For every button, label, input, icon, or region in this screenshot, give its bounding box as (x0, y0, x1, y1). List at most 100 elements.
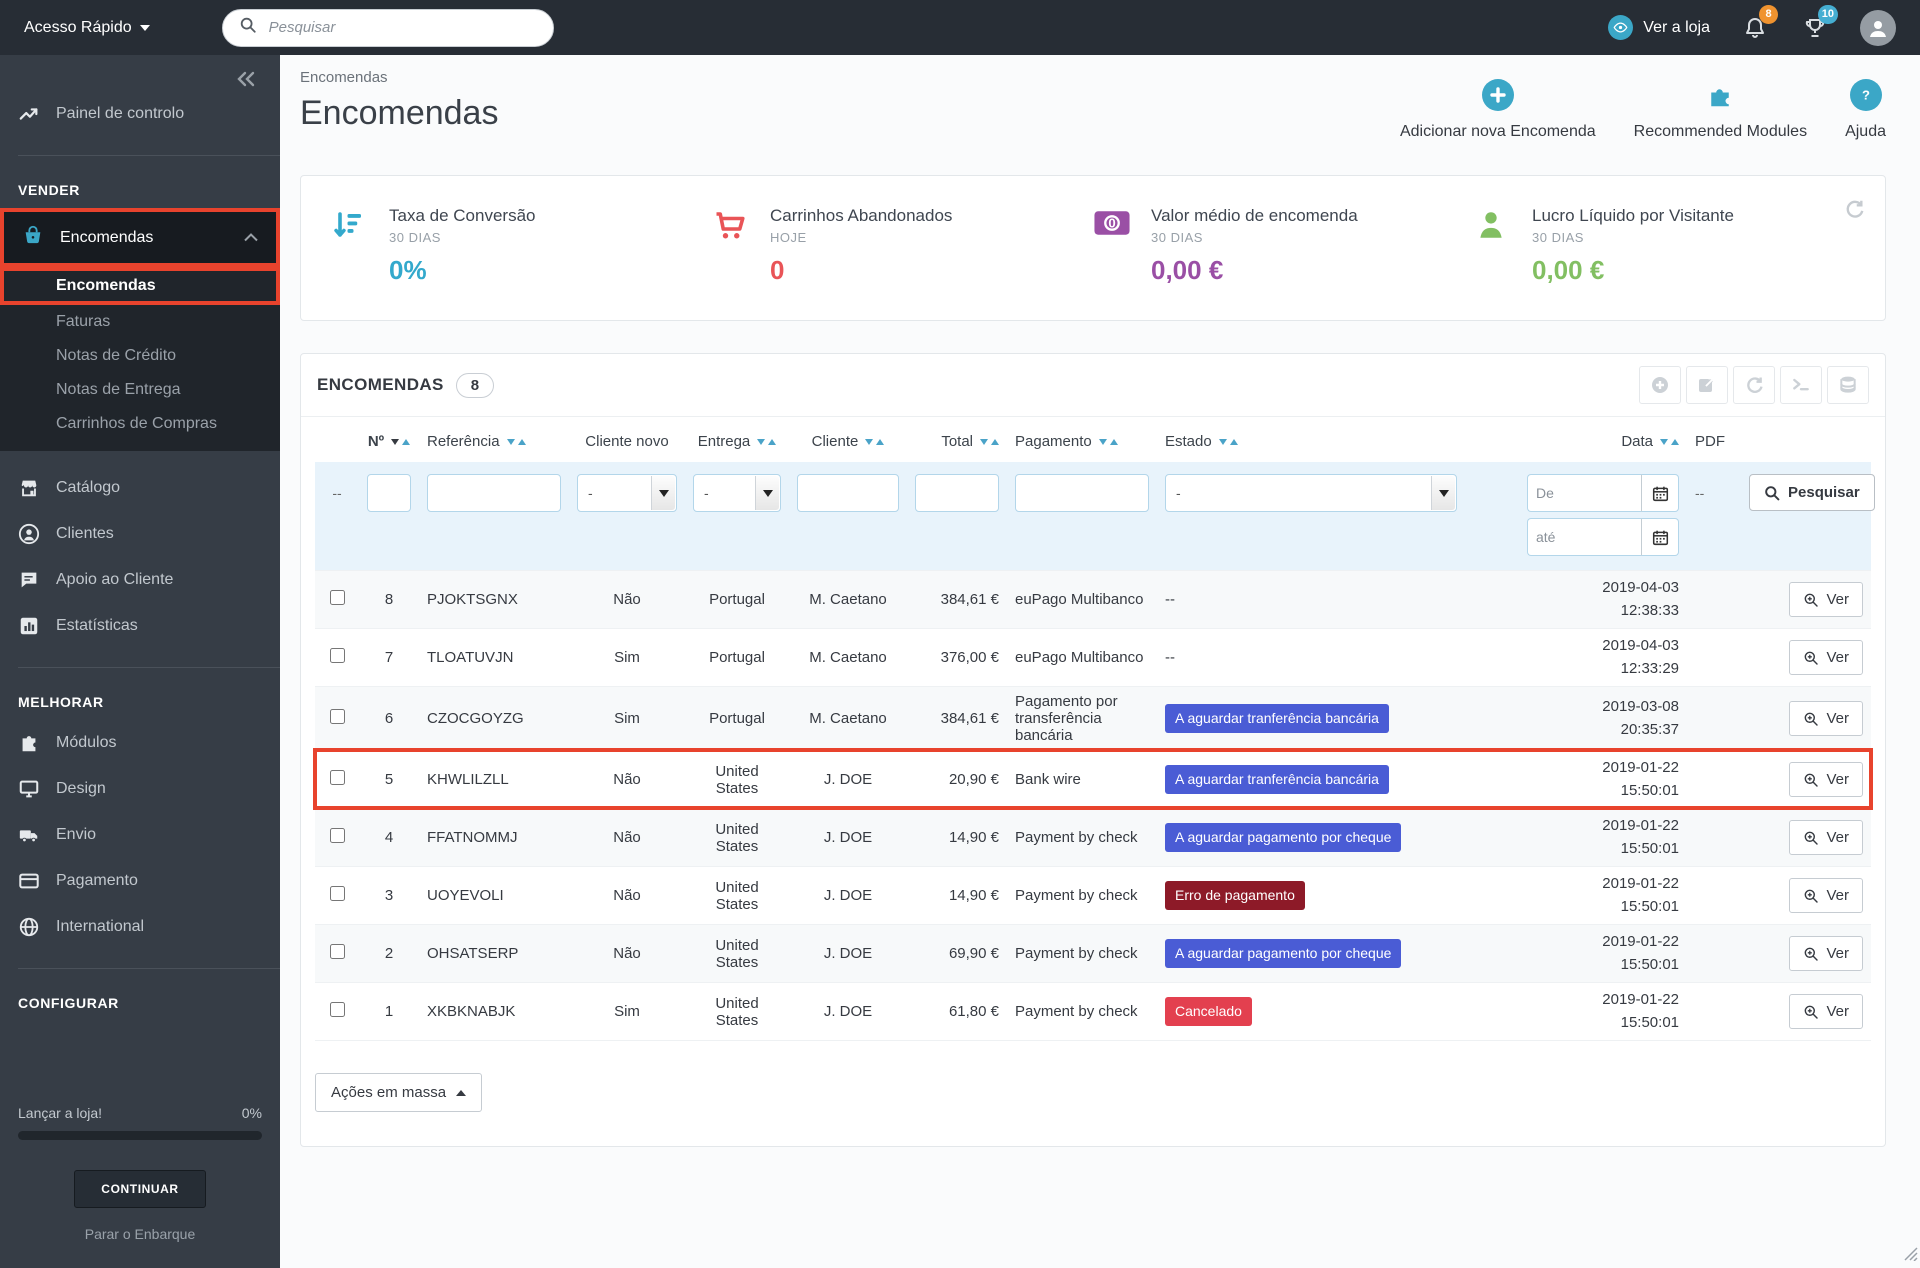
filter-payment-input[interactable] (1015, 474, 1149, 512)
order-payment: Payment by check (1007, 1003, 1157, 1020)
row-checkbox[interactable] (330, 944, 345, 959)
submenu-item-credit-slips[interactable]: Notas de Crédito (0, 339, 280, 373)
sort-asc-icon[interactable] (1230, 439, 1238, 445)
order-row[interactable]: 8 PJOKTSGNX Não Portugal M. Caetano 384,… (315, 570, 1871, 628)
order-new-customer: Não (569, 887, 685, 904)
submenu-item-delivery-slips[interactable]: Notas de Entrega (0, 373, 280, 407)
order-row[interactable]: 1 XKBKNABJK Sim United States J. DOE 61,… (315, 982, 1871, 1041)
calendar-button[interactable] (1641, 474, 1679, 512)
filter-date-from-input[interactable] (1527, 474, 1641, 512)
row-checkbox[interactable] (330, 709, 345, 724)
filter-customer-input[interactable] (797, 474, 899, 512)
resize-grip[interactable] (1904, 1247, 1918, 1266)
row-checkbox[interactable] (330, 648, 345, 663)
view-label: Ver (1826, 591, 1849, 608)
notifications-button[interactable]: 8 (1740, 13, 1770, 43)
stop-onboarding-link[interactable]: Parar o Enbarque (0, 1226, 280, 1242)
filter-total-input[interactable] (915, 474, 999, 512)
refresh-kpi-button[interactable] (1843, 198, 1865, 225)
recommended-modules-button[interactable]: Recommended Modules (1634, 79, 1807, 141)
sidebar-item-orders[interactable]: Encomendas (0, 208, 280, 267)
row-checkbox[interactable] (330, 1002, 345, 1017)
continue-button[interactable]: CONTINUAR (74, 1170, 205, 1208)
sort-asc-icon[interactable] (518, 439, 526, 445)
order-customer: J. DOE (789, 829, 907, 846)
table-search-button[interactable]: Pesquisar (1749, 474, 1875, 511)
sort-asc-icon[interactable] (1110, 439, 1118, 445)
view-order-button[interactable]: Ver (1789, 762, 1863, 797)
sort-asc-icon[interactable] (768, 439, 776, 445)
order-row[interactable]: 7 TLOATUVJN Sim Portugal M. Caetano 376,… (315, 628, 1871, 686)
sidebar-collapse-button[interactable] (0, 55, 280, 91)
sort-asc-icon[interactable] (991, 439, 999, 445)
filter-num-input[interactable] (367, 474, 411, 512)
sidebar-item-design[interactable]: Design (0, 766, 280, 812)
sort-desc-icon[interactable] (391, 439, 399, 445)
row-checkbox[interactable] (330, 886, 345, 901)
search-input[interactable] (269, 19, 537, 36)
order-row[interactable]: 3 UOYEVOLI Não United States J. DOE 14,9… (315, 866, 1871, 924)
row-checkbox[interactable] (330, 770, 345, 785)
filter-delivery-select[interactable]: - (693, 474, 781, 512)
banknote-icon: 0 (1093, 206, 1135, 286)
launch-store-widget: Lançar a loja! 0% CONTINUAR Parar o Enba… (0, 1105, 280, 1268)
sort-desc-icon[interactable] (1660, 439, 1668, 445)
sidebar-item-dashboard[interactable]: Painel de controlo (0, 91, 280, 137)
sidebar-item-label: Envio (56, 826, 96, 844)
sidebar-item-payment[interactable]: Pagamento (0, 858, 280, 904)
sort-asc-icon[interactable] (1671, 439, 1679, 445)
filter-status-select[interactable]: - (1165, 474, 1457, 512)
sort-desc-icon[interactable] (865, 439, 873, 445)
user-avatar[interactable] (1860, 10, 1896, 46)
order-row[interactable]: 2 OHSATSERP Não United States J. DOE 69,… (315, 924, 1871, 982)
monitor-icon (18, 778, 40, 800)
view-order-button[interactable]: Ver (1789, 994, 1863, 1029)
sort-desc-icon[interactable] (980, 439, 988, 445)
view-order-button[interactable]: Ver (1789, 582, 1863, 617)
view-order-button[interactable]: Ver (1789, 820, 1863, 855)
sort-desc-icon[interactable] (757, 439, 765, 445)
view-order-button[interactable]: Ver (1789, 936, 1863, 971)
order-total: 14,90 € (907, 829, 1007, 846)
order-row[interactable]: 6 CZOCGOYZG Sim Portugal M. Caetano 384,… (315, 686, 1871, 750)
sidebar-item-shipping[interactable]: Envio (0, 812, 280, 858)
sort-desc-icon[interactable] (507, 439, 515, 445)
filter-reference-input[interactable] (427, 474, 561, 512)
database-icon-button[interactable] (1827, 366, 1869, 404)
submenu-item-invoices[interactable]: Faturas (0, 305, 280, 339)
export-icon-button[interactable] (1686, 366, 1728, 404)
announcements-button[interactable]: 10 (1800, 13, 1830, 43)
sidebar-item-modules[interactable]: Módulos (0, 720, 280, 766)
add-order-button[interactable]: Adicionar nova Encomenda (1400, 79, 1596, 141)
filter-date-to-input[interactable] (1527, 518, 1641, 556)
view-shop-link[interactable]: Ver a loja (1608, 15, 1710, 40)
quick-access-menu[interactable]: Acesso Rápido (24, 19, 150, 37)
sidebar-item-catalog[interactable]: Catálogo (0, 465, 280, 511)
sidebar-item-stats[interactable]: Estatísticas (0, 603, 280, 649)
filter-new-customer-select[interactable]: - (577, 474, 677, 512)
row-checkbox[interactable] (330, 828, 345, 843)
order-row-highlighted[interactable]: 5 KHWLILZLL Não United States J. DOE 20,… (315, 750, 1871, 808)
add-icon-button[interactable] (1639, 366, 1681, 404)
view-order-button[interactable]: Ver (1789, 878, 1863, 913)
sidebar-item-international[interactable]: International (0, 904, 280, 950)
sort-desc-icon[interactable] (1219, 439, 1227, 445)
view-order-button[interactable]: Ver (1789, 701, 1863, 736)
sort-asc-icon[interactable] (402, 439, 410, 445)
bulk-actions-button[interactable]: Ações em massa (315, 1073, 482, 1112)
svg-text:0: 0 (1108, 216, 1115, 231)
sidebar-item-customer-service[interactable]: Apoio ao Cliente (0, 557, 280, 603)
submenu-item-orders[interactable]: Encomendas (0, 267, 280, 305)
order-row[interactable]: 4 FFATNOMMJ Não United States J. DOE 14,… (315, 808, 1871, 866)
sidebar-item-customers[interactable]: Clientes (0, 511, 280, 557)
global-search[interactable] (222, 9, 554, 47)
submenu-item-shopping-carts[interactable]: Carrinhos de Compras (0, 407, 280, 441)
help-button[interactable]: ? Ajuda (1845, 79, 1886, 141)
calendar-button[interactable] (1641, 518, 1679, 556)
row-checkbox[interactable] (330, 590, 345, 605)
sort-asc-icon[interactable] (876, 439, 884, 445)
refresh-icon-button[interactable] (1733, 366, 1775, 404)
sort-desc-icon[interactable] (1099, 439, 1107, 445)
view-order-button[interactable]: Ver (1789, 640, 1863, 675)
terminal-icon-button[interactable] (1780, 366, 1822, 404)
